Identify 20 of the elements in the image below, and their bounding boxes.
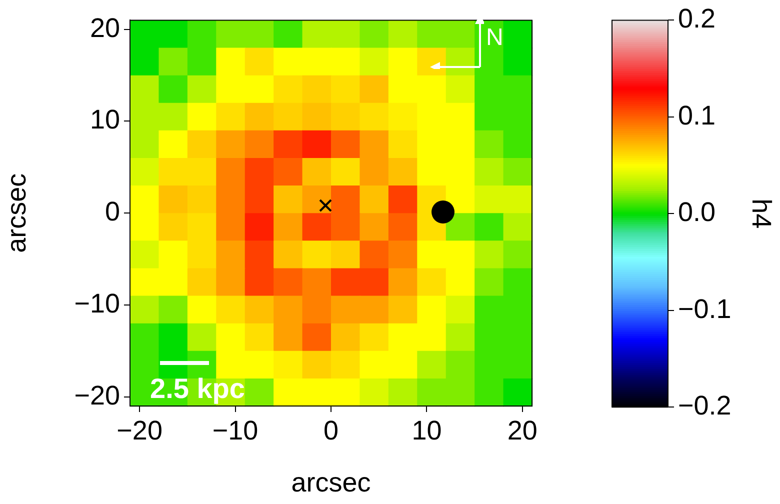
y-axis-title: arcsec [2, 173, 32, 253]
annotation: N [486, 24, 504, 51]
y-tick-label: 0 [104, 196, 120, 227]
color-bar-label: 0.2 [678, 4, 716, 34]
x-tick-label: 10 [412, 416, 442, 446]
x-tick-label: 0 [323, 416, 339, 446]
color-bar-label: −0.2 [678, 390, 732, 420]
color-bar-title: h4 [746, 198, 776, 229]
y-tick-label: −10 [74, 288, 120, 318]
y-tick-label: 10 [90, 104, 120, 135]
x-tick-label: −10 [212, 416, 258, 446]
color-bar-label: 0.1 [678, 100, 716, 130]
x-axis-title: arcsec [291, 467, 371, 498]
annotation: 2.5 kpc [150, 373, 245, 404]
y-tick-label: 20 [90, 12, 120, 43]
color-bar-label: −0.1 [678, 294, 732, 324]
x-tick-label: −20 [116, 416, 162, 446]
color-bar-label: 0.0 [678, 197, 716, 228]
x-tick-label: 20 [507, 416, 538, 446]
y-tick-label: −20 [74, 380, 120, 410]
